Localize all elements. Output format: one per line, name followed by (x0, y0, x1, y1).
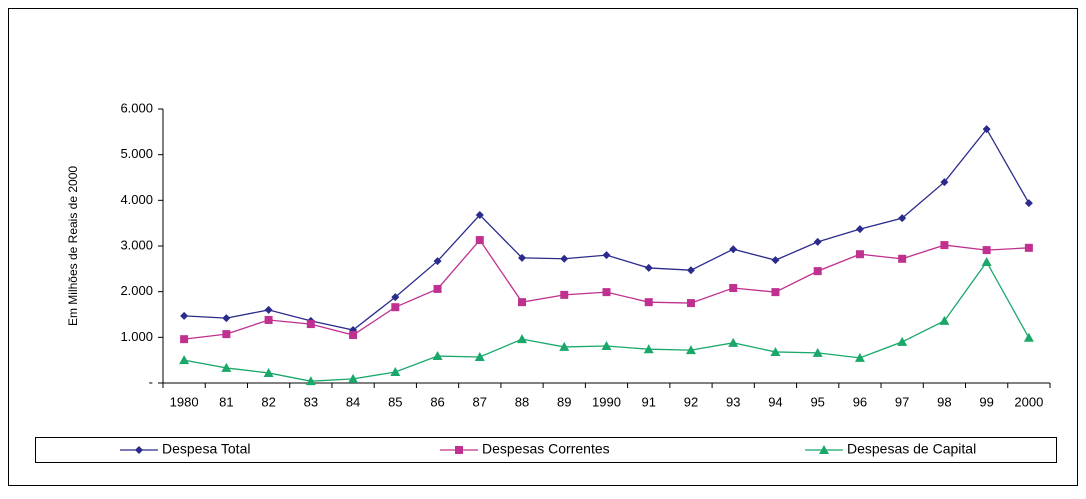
point (1023, 332, 1034, 342)
point (602, 251, 611, 260)
point (685, 345, 696, 355)
legend-label: Despesas de Capital (847, 441, 976, 457)
point (391, 303, 400, 312)
point (559, 341, 570, 351)
point (812, 347, 823, 357)
point (982, 125, 991, 134)
point (644, 298, 653, 307)
x-tick-label: 95 (810, 394, 824, 409)
point (180, 335, 189, 344)
point (433, 257, 442, 266)
x-tick-label: 1990 (592, 394, 621, 409)
x-tick-label: 96 (853, 394, 867, 409)
y-tick-label: 2.000 (120, 283, 153, 298)
point (518, 298, 527, 307)
x-tick-label: 89 (557, 394, 571, 409)
y-tick-label: 3.000 (120, 237, 153, 252)
point (728, 337, 739, 347)
point (898, 254, 907, 263)
y-tick-label: 6.000 (120, 100, 153, 115)
x-tick-label: 87 (473, 394, 487, 409)
point (222, 314, 231, 323)
x-tick-label: 1980 (170, 394, 199, 409)
point (432, 351, 443, 361)
point (474, 351, 485, 361)
y-tick-label: - (149, 374, 153, 389)
point (939, 315, 950, 325)
point (390, 367, 401, 377)
point (855, 250, 864, 259)
x-tick-label: 98 (937, 394, 951, 409)
point (180, 311, 189, 320)
point (391, 293, 400, 302)
point (813, 267, 822, 276)
point (179, 355, 190, 365)
x-tick-label: 84 (346, 394, 360, 409)
y-axis-label: Em Milhões de Reais de 2000 (66, 166, 80, 326)
x-tick-label: 91 (642, 394, 656, 409)
point (433, 284, 442, 293)
point (221, 362, 232, 372)
x-tick-label: 81 (219, 394, 233, 409)
y-tick-label: 5.000 (120, 146, 153, 161)
point (686, 266, 695, 275)
x-tick-label: 82 (261, 394, 275, 409)
chart-frame (8, 8, 1078, 486)
point (771, 288, 780, 297)
point (940, 178, 949, 187)
point (644, 263, 653, 272)
point (643, 344, 654, 354)
x-tick-label: 94 (768, 394, 782, 409)
point (813, 237, 822, 246)
legend-marker (135, 446, 143, 454)
point (560, 254, 569, 263)
point (602, 288, 611, 297)
legend-marker (819, 445, 829, 454)
legend-label: Despesas Correntes (482, 441, 610, 457)
x-tick-label: 99 (979, 394, 993, 409)
point (981, 256, 992, 266)
y-tick-label: 4.000 (120, 192, 153, 207)
point (263, 367, 274, 377)
point (854, 352, 865, 362)
legend-marker (455, 446, 463, 454)
point (729, 284, 738, 293)
point (1024, 199, 1033, 208)
point (349, 331, 358, 340)
point (305, 376, 316, 386)
point (517, 334, 528, 344)
point (560, 290, 569, 299)
point (518, 253, 527, 262)
y-tick-label: 1.000 (120, 329, 153, 344)
x-tick-label: 83 (304, 394, 318, 409)
point (475, 210, 484, 219)
legend-label: Despesa Total (162, 441, 250, 457)
point (729, 245, 738, 254)
point (264, 305, 273, 314)
x-tick-label: 86 (430, 394, 444, 409)
point (897, 336, 908, 346)
point (855, 225, 864, 234)
x-tick-label: 97 (895, 394, 909, 409)
point (940, 241, 949, 250)
legend-box (35, 437, 1057, 463)
x-tick-label: 92 (684, 394, 698, 409)
point (306, 320, 315, 329)
x-tick-label: 85 (388, 394, 402, 409)
point (475, 236, 484, 245)
x-tick-label: 88 (515, 394, 529, 409)
point (264, 315, 273, 324)
point (348, 373, 359, 383)
point (898, 214, 907, 223)
point (770, 346, 781, 356)
x-tick-label: 2000 (1014, 394, 1043, 409)
point (686, 299, 695, 308)
point (1024, 243, 1033, 252)
point (601, 341, 612, 351)
point (222, 330, 231, 339)
point (982, 246, 991, 255)
point (771, 256, 780, 265)
x-tick-label: 93 (726, 394, 740, 409)
